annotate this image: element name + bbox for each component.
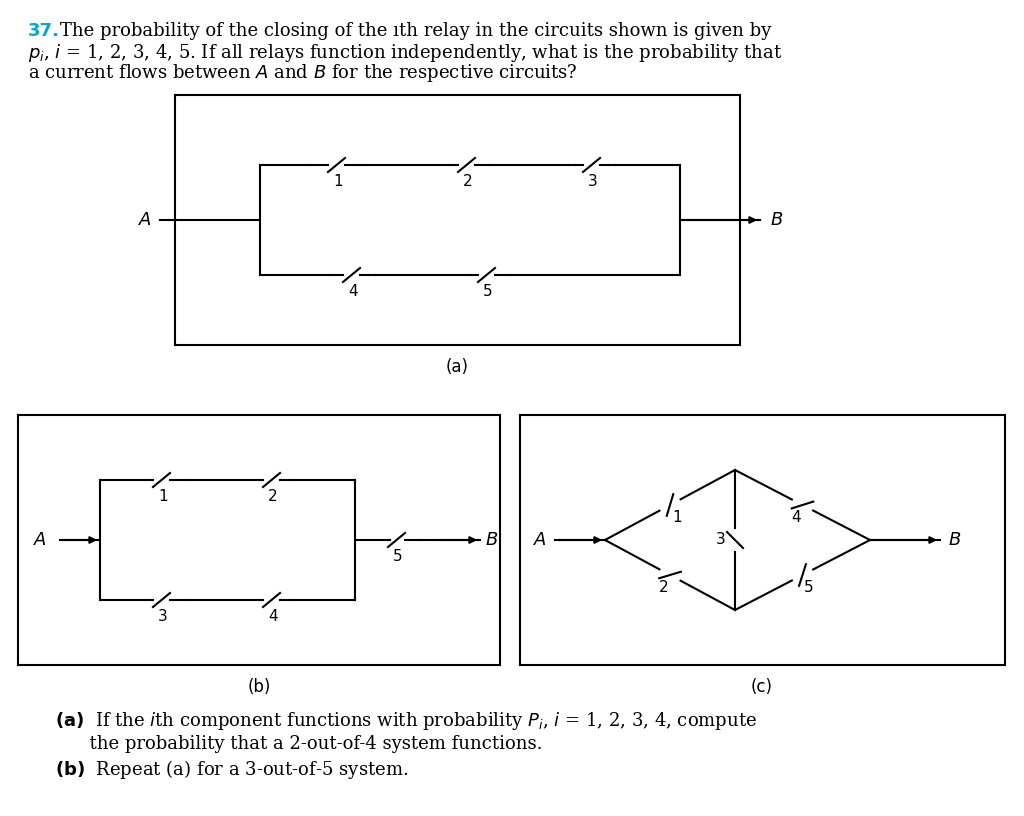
Text: $A$: $A$ — [138, 211, 152, 229]
Text: 37.: 37. — [28, 22, 59, 40]
Text: 3: 3 — [716, 533, 726, 548]
Text: 2: 2 — [268, 489, 278, 504]
Text: $A$: $A$ — [532, 531, 547, 549]
Text: 2: 2 — [463, 174, 473, 189]
Text: (c): (c) — [751, 678, 773, 696]
Text: (a): (a) — [445, 358, 469, 376]
Text: 4: 4 — [268, 609, 278, 624]
Text: 2: 2 — [658, 580, 669, 595]
Text: 1: 1 — [672, 510, 681, 525]
Text: (b): (b) — [248, 678, 270, 696]
Text: $B$: $B$ — [770, 211, 783, 229]
Text: the probability that a 2-out-of-4 system functions.: the probability that a 2-out-of-4 system… — [55, 735, 543, 753]
Text: $A$: $A$ — [33, 531, 47, 549]
Text: 3: 3 — [158, 609, 168, 624]
Text: 1: 1 — [333, 174, 343, 189]
Text: $\mathbf{(b)}$  Repeat (a) for a 3-out-of-5 system.: $\mathbf{(b)}$ Repeat (a) for a 3-out-of… — [55, 758, 409, 781]
Text: 4: 4 — [348, 284, 357, 299]
Text: $p_i$, $i$ = 1, 2, 3, 4, 5. If all relays function independently, what is the pr: $p_i$, $i$ = 1, 2, 3, 4, 5. If all relay… — [28, 42, 782, 64]
Text: $B$: $B$ — [485, 531, 499, 549]
Text: 5: 5 — [483, 284, 493, 299]
Text: 3: 3 — [588, 174, 598, 189]
Text: 5: 5 — [804, 580, 814, 595]
Text: 5: 5 — [393, 549, 402, 564]
Text: a current flows between $A$ and $B$ for the respective circuits?: a current flows between $A$ and $B$ for … — [28, 62, 578, 84]
Text: The probability of the closing of the ıth relay in the circuits shown is given b: The probability of the closing of the ıt… — [60, 22, 771, 40]
Text: $B$: $B$ — [948, 531, 962, 549]
Text: 1: 1 — [158, 489, 168, 504]
Text: $\mathbf{(a)}$  If the $\it{i}$th component functions with probability $P_i$, $i: $\mathbf{(a)}$ If the $\it{i}$th compone… — [55, 710, 757, 732]
Text: 4: 4 — [792, 510, 801, 525]
